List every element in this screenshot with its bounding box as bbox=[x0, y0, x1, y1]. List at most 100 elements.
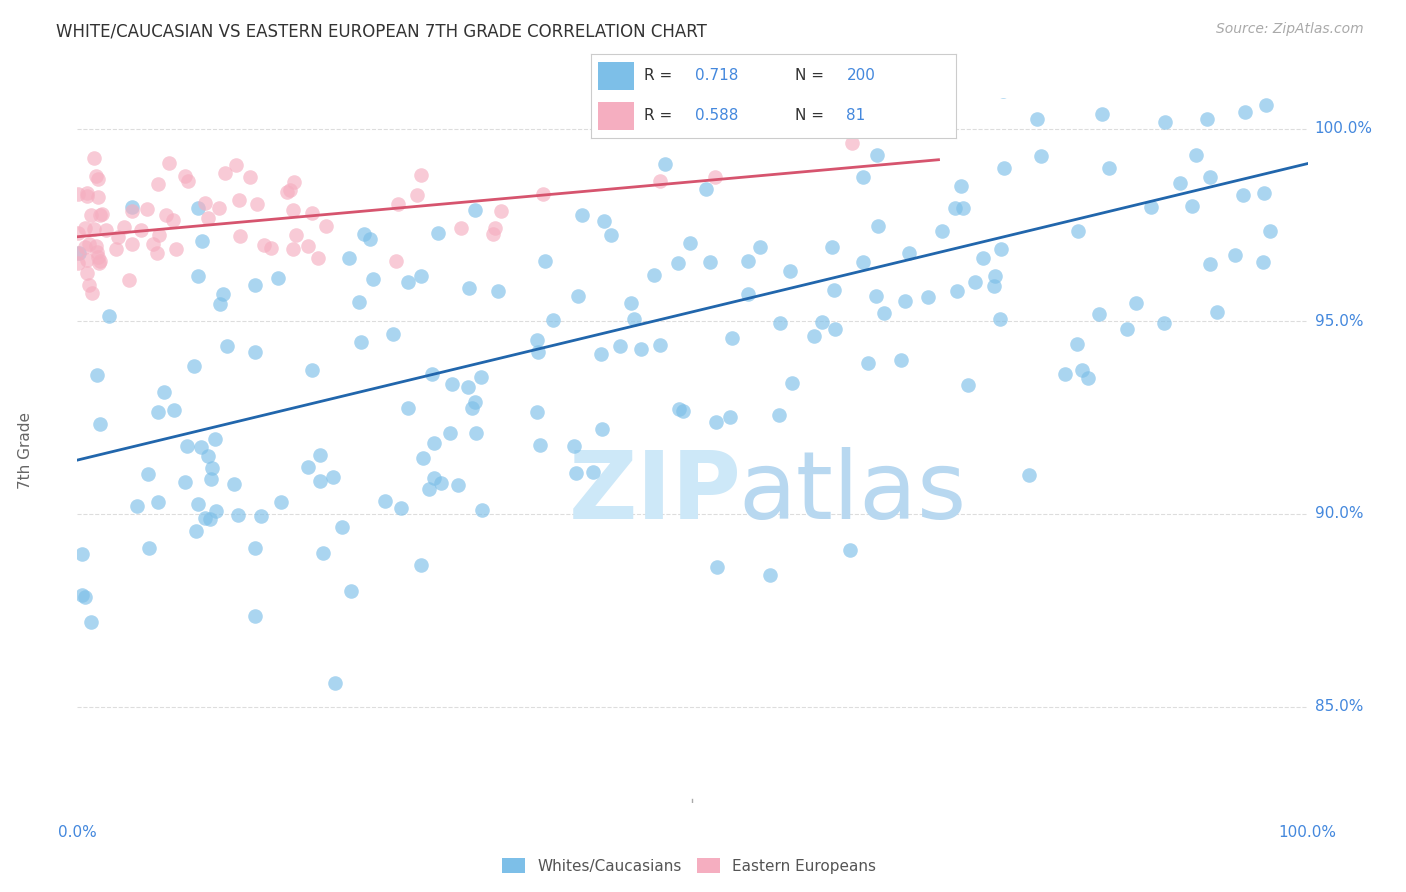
Point bbox=[228, 193, 250, 207]
Point bbox=[858, 356, 880, 370]
Point bbox=[531, 187, 554, 202]
Point bbox=[187, 268, 209, 283]
Point bbox=[486, 285, 509, 299]
Point bbox=[589, 347, 612, 361]
Point bbox=[67, 245, 90, 260]
Point bbox=[963, 275, 986, 289]
Point bbox=[1209, 37, 1232, 52]
Point bbox=[87, 251, 110, 265]
Point bbox=[898, 246, 921, 260]
Point bbox=[920, 18, 942, 32]
Point bbox=[245, 609, 267, 624]
Point bbox=[86, 368, 108, 382]
Point bbox=[699, 255, 721, 269]
Point bbox=[157, 156, 180, 170]
Point bbox=[359, 232, 381, 246]
Text: 0.0%: 0.0% bbox=[58, 825, 97, 840]
Point bbox=[193, 511, 215, 525]
Point bbox=[146, 178, 169, 192]
Text: 85.0%: 85.0% bbox=[1315, 699, 1362, 714]
Point bbox=[89, 417, 111, 432]
Point bbox=[176, 439, 198, 453]
Point bbox=[1216, 71, 1239, 86]
Point bbox=[301, 363, 323, 377]
Point bbox=[281, 242, 304, 256]
Point bbox=[66, 186, 89, 201]
Point bbox=[993, 84, 1015, 98]
Point bbox=[315, 219, 337, 233]
Point bbox=[1098, 161, 1121, 175]
Point bbox=[239, 169, 262, 184]
Point bbox=[527, 345, 550, 359]
Point bbox=[174, 169, 197, 184]
Point bbox=[187, 497, 209, 511]
Point bbox=[301, 206, 323, 220]
Point bbox=[155, 208, 177, 222]
Point bbox=[165, 242, 187, 256]
Point bbox=[89, 253, 111, 268]
Point bbox=[1053, 367, 1076, 381]
Point bbox=[76, 186, 98, 201]
Text: 0.588: 0.588 bbox=[695, 108, 738, 123]
Point bbox=[79, 237, 101, 252]
Point bbox=[1225, 248, 1247, 262]
Point bbox=[668, 401, 690, 416]
Text: 7th Grade: 7th Grade bbox=[18, 412, 32, 489]
Point bbox=[482, 227, 505, 241]
Point bbox=[706, 559, 728, 574]
Point bbox=[176, 174, 198, 188]
Point bbox=[142, 236, 165, 251]
Point bbox=[280, 183, 302, 197]
Point bbox=[297, 239, 319, 253]
Point bbox=[430, 475, 453, 490]
Point bbox=[695, 182, 717, 196]
Point bbox=[852, 170, 875, 185]
Point bbox=[868, 219, 890, 233]
Point bbox=[704, 170, 727, 185]
Text: R =: R = bbox=[644, 69, 676, 84]
Point bbox=[720, 410, 742, 425]
Point bbox=[184, 524, 207, 538]
Point bbox=[252, 238, 274, 252]
Point bbox=[952, 201, 974, 215]
Point bbox=[990, 242, 1012, 256]
Point bbox=[411, 168, 433, 182]
Point bbox=[148, 228, 170, 243]
Point bbox=[270, 495, 292, 509]
Point bbox=[105, 242, 128, 256]
Point bbox=[94, 223, 117, 237]
Point bbox=[1159, 54, 1181, 69]
Point bbox=[215, 338, 238, 352]
Point bbox=[993, 161, 1015, 175]
Point bbox=[385, 254, 408, 268]
Point bbox=[820, 240, 842, 254]
Point bbox=[983, 279, 1005, 293]
Point bbox=[824, 322, 846, 336]
Point bbox=[900, 106, 922, 120]
Point bbox=[873, 306, 896, 320]
Point bbox=[148, 494, 170, 508]
Point bbox=[461, 401, 484, 415]
Point bbox=[932, 93, 955, 107]
Text: 200: 200 bbox=[846, 69, 876, 84]
Point bbox=[198, 511, 221, 525]
Point bbox=[1184, 148, 1206, 162]
Point bbox=[526, 404, 548, 418]
Point bbox=[208, 201, 231, 215]
Text: atlas: atlas bbox=[738, 447, 966, 539]
Point bbox=[1067, 224, 1090, 238]
Point bbox=[758, 568, 780, 582]
Point bbox=[387, 197, 409, 211]
Point bbox=[1254, 98, 1277, 112]
Point bbox=[529, 438, 551, 452]
Point bbox=[190, 440, 212, 454]
Point bbox=[1206, 305, 1229, 319]
Point bbox=[389, 501, 412, 516]
Point bbox=[353, 227, 375, 241]
Point bbox=[67, 256, 90, 270]
Point bbox=[1197, 112, 1219, 127]
Point bbox=[86, 244, 108, 259]
Text: ZIP: ZIP bbox=[569, 447, 742, 539]
Point bbox=[191, 234, 214, 248]
Point bbox=[470, 370, 492, 384]
